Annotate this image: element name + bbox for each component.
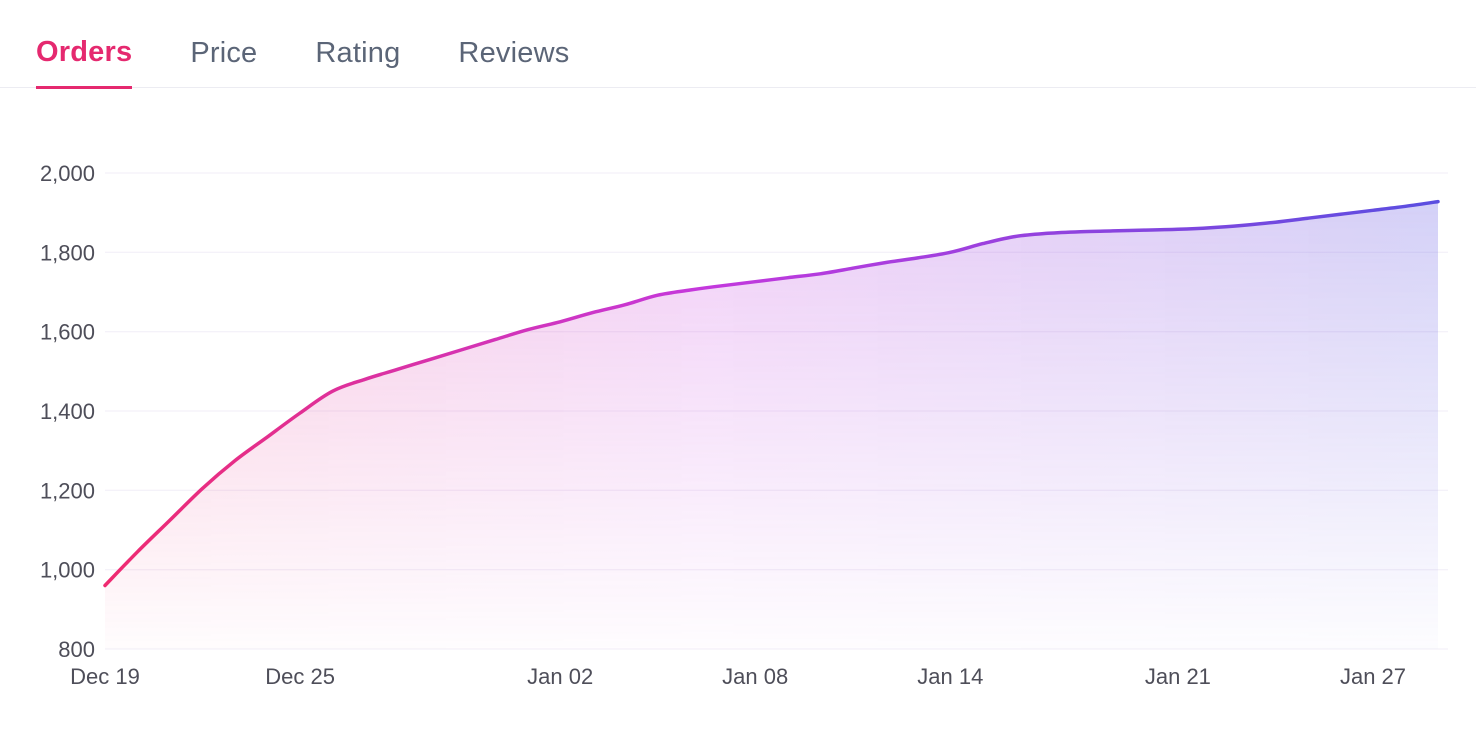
y-tick-label: 800 xyxy=(58,637,95,662)
y-tick-label: 1,000 xyxy=(40,558,95,583)
y-tick-label: 1,600 xyxy=(40,320,95,345)
x-tick-label: Jan 27 xyxy=(1340,664,1406,689)
area-fill xyxy=(105,201,1438,649)
tab-orders[interactable]: Orders xyxy=(36,36,133,89)
orders-area-chart: 800 1,000 1,200 1,400 1,600 1,800 2,000 Dec 19 D… xyxy=(0,88,1476,742)
y-tick-label: 2,000 xyxy=(40,161,95,186)
x-tick-label: Jan 08 xyxy=(722,664,788,689)
x-tick-label: Dec 25 xyxy=(265,664,335,689)
series-line xyxy=(103,199,1440,588)
chart-canvas: 800 1,000 1,200 1,400 1,600 1,800 2,000 Dec 19 D… xyxy=(40,161,1448,689)
tab-rating[interactable]: Rating xyxy=(315,37,401,69)
tab-reviews[interactable]: Reviews xyxy=(458,37,570,69)
tab-price[interactable]: Price xyxy=(190,37,258,69)
x-tick-label: Jan 21 xyxy=(1145,664,1211,689)
y-tick-label: 1,200 xyxy=(40,478,95,503)
y-tick-label: 1,800 xyxy=(40,240,95,265)
x-tick-label: Jan 02 xyxy=(527,664,593,689)
x-tick-label: Dec 19 xyxy=(70,664,140,689)
x-tick-label: Jan 14 xyxy=(917,664,983,689)
chart-tabs: Orders Price Rating Reviews xyxy=(0,0,1476,89)
y-tick-label: 1,400 xyxy=(40,399,95,424)
